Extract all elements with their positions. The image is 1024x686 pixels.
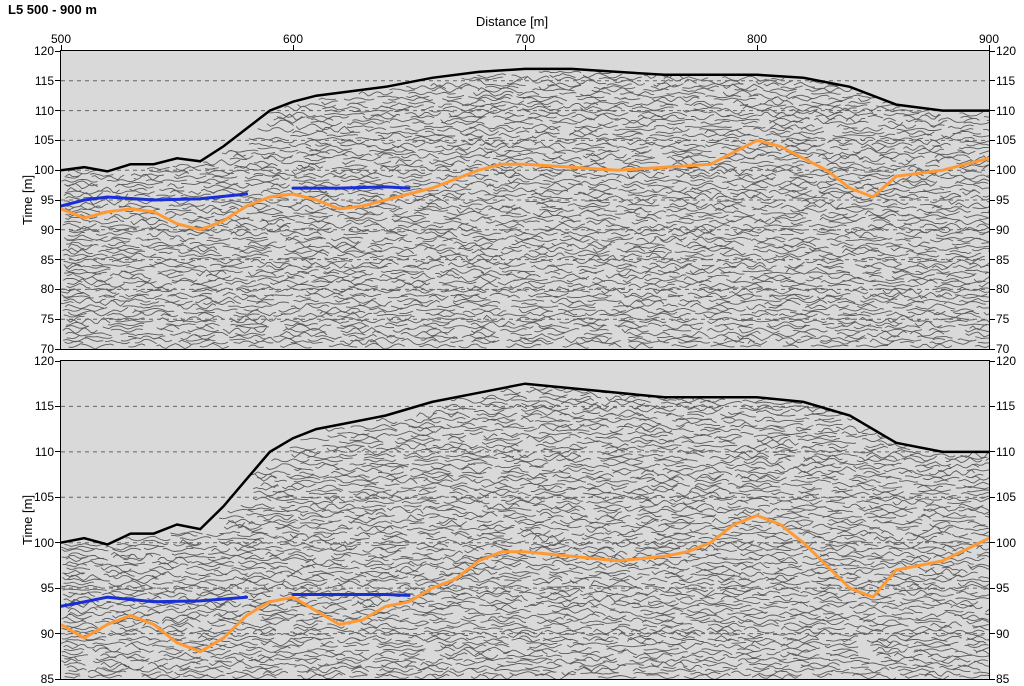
xtick: 700 — [515, 32, 535, 46]
seismic-section-figure: L5 500 - 900 m Distance [m] Time [m]7070… — [0, 0, 1024, 683]
plot-area — [60, 360, 990, 680]
blue-horizon-1 — [293, 595, 409, 596]
y-axis-label: Time [m] — [20, 495, 35, 545]
xtick: 900 — [979, 32, 999, 46]
plot-area — [60, 50, 990, 350]
blue-horizon-1 — [293, 187, 409, 188]
xtick: 800 — [747, 32, 767, 46]
xtick: 500 — [51, 32, 71, 46]
x-axis-label: Distance [m] — [0, 14, 1024, 29]
panel-bottom: Time [m]85859090959510010010510511011011… — [60, 360, 990, 680]
seismic-svg — [61, 361, 989, 679]
y-axis-label: Time [m] — [20, 175, 35, 225]
seismic-svg — [61, 51, 989, 349]
xtick: 600 — [283, 32, 303, 46]
panel-top: Time [m]70707575808085859090959510010010… — [60, 50, 990, 350]
